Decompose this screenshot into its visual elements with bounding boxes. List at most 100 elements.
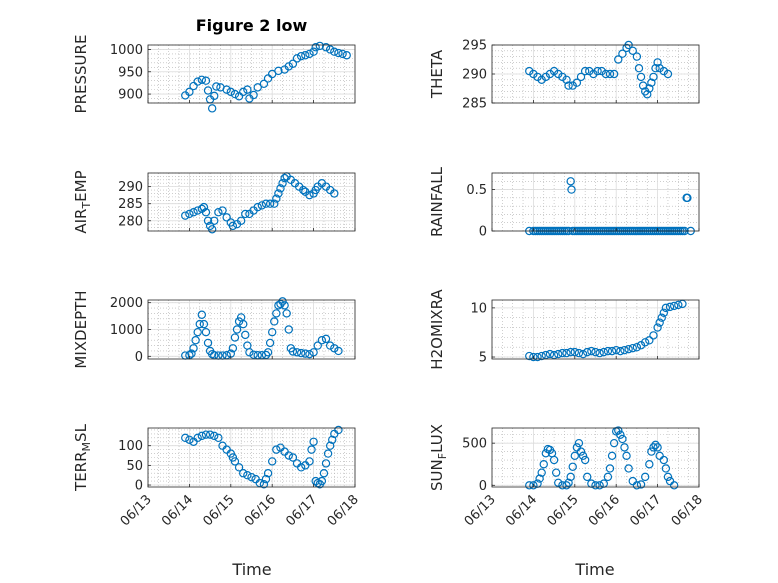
data-point	[203, 86, 213, 95]
data-point	[309, 437, 318, 446]
y-tick-label: 0	[479, 479, 487, 494]
data-point	[230, 333, 240, 342]
data-point	[537, 351, 546, 361]
data-point	[189, 81, 198, 91]
data-point	[525, 351, 534, 361]
data-point	[601, 69, 611, 79]
y-tick-label: 2000	[110, 296, 143, 311]
data-point	[645, 336, 654, 345]
data-point	[334, 346, 343, 356]
data-point	[305, 49, 314, 59]
data-point	[268, 457, 277, 466]
data-point	[280, 301, 289, 310]
data-point	[301, 349, 310, 358]
y-tick-label: 290	[462, 68, 487, 83]
data-point	[205, 430, 215, 439]
x-tick-label: 06/14	[503, 492, 540, 529]
data-point	[620, 345, 629, 355]
data-point	[315, 41, 325, 51]
data-point	[218, 206, 227, 215]
panel-theta: 285 290 295 THETA	[428, 39, 700, 112]
data-point	[311, 43, 320, 52]
data-point	[683, 193, 692, 203]
data-point	[562, 481, 571, 490]
data-point	[583, 347, 592, 357]
data-point	[622, 451, 631, 461]
y-tick-label: 290	[118, 180, 143, 195]
data-point	[234, 317, 244, 326]
data-point	[595, 481, 604, 490]
x-tick-label: 06/16	[586, 492, 623, 529]
data-point	[222, 85, 231, 94]
panel-terr-msl-ylabel: TERRMSL	[72, 423, 93, 492]
data-point	[645, 84, 654, 93]
data-point	[189, 344, 198, 353]
y-tick-label: 0	[479, 225, 487, 240]
panel-rainfall-ylabel: RAINFALL	[428, 166, 446, 237]
data-point	[620, 443, 629, 452]
data-point	[634, 63, 644, 73]
data-point	[288, 347, 298, 356]
data-point	[628, 343, 637, 353]
data-point	[274, 189, 283, 198]
y-tick-label: 285	[462, 97, 487, 112]
data-point	[618, 49, 627, 58]
data-point	[636, 480, 646, 489]
data-point	[595, 348, 604, 358]
data-point	[535, 474, 544, 483]
data-point	[655, 318, 664, 327]
data-point	[284, 451, 293, 460]
x-tick-label: 06/17	[283, 492, 320, 529]
data-point	[214, 433, 223, 443]
data-point	[288, 453, 298, 462]
x-tick-label: 06/15	[545, 492, 582, 529]
data-point	[263, 74, 273, 83]
panel-mixdepth-ylabel: MIXDEPTH	[72, 290, 90, 368]
data-point	[342, 51, 351, 60]
data-point	[580, 455, 590, 465]
panel-h2omixra-plot-area	[492, 300, 699, 359]
data-point	[263, 469, 273, 478]
data-point	[234, 463, 244, 472]
data-point	[268, 327, 277, 337]
data-point	[197, 431, 207, 441]
data-point	[330, 344, 339, 353]
data-point	[334, 425, 343, 435]
data-point	[203, 216, 213, 225]
data-point	[201, 430, 211, 439]
data-point	[605, 69, 615, 79]
data-point	[261, 199, 271, 208]
data-point	[580, 66, 590, 76]
data-point	[551, 468, 561, 477]
data-point	[201, 208, 211, 217]
data-point	[618, 434, 627, 444]
x-tick-label: 06/18	[325, 492, 362, 529]
data-point	[181, 433, 190, 443]
data-point	[663, 69, 673, 79]
data-point	[649, 331, 658, 340]
data-point	[591, 481, 600, 490]
x-tick-label: 06/16	[242, 492, 279, 529]
data-point	[603, 346, 613, 356]
data-point	[529, 352, 538, 362]
data-point	[529, 481, 538, 490]
data-point	[234, 92, 244, 101]
data-point	[222, 213, 231, 222]
data-point	[570, 347, 580, 357]
data-point	[276, 299, 285, 309]
data-point	[628, 46, 637, 56]
data-point	[299, 185, 308, 195]
data-point	[564, 478, 573, 487]
data-point	[232, 325, 242, 334]
data-point	[572, 78, 582, 87]
data-point	[239, 319, 248, 329]
data-point	[574, 348, 584, 358]
data-point	[239, 469, 248, 478]
data-point	[317, 476, 327, 486]
data-point	[278, 297, 287, 306]
data-point	[296, 51, 306, 61]
data-point	[226, 449, 235, 458]
x-tick-label: 06/17	[627, 492, 664, 529]
x-tick-label: 06/14	[159, 492, 196, 529]
data-point	[587, 346, 596, 356]
